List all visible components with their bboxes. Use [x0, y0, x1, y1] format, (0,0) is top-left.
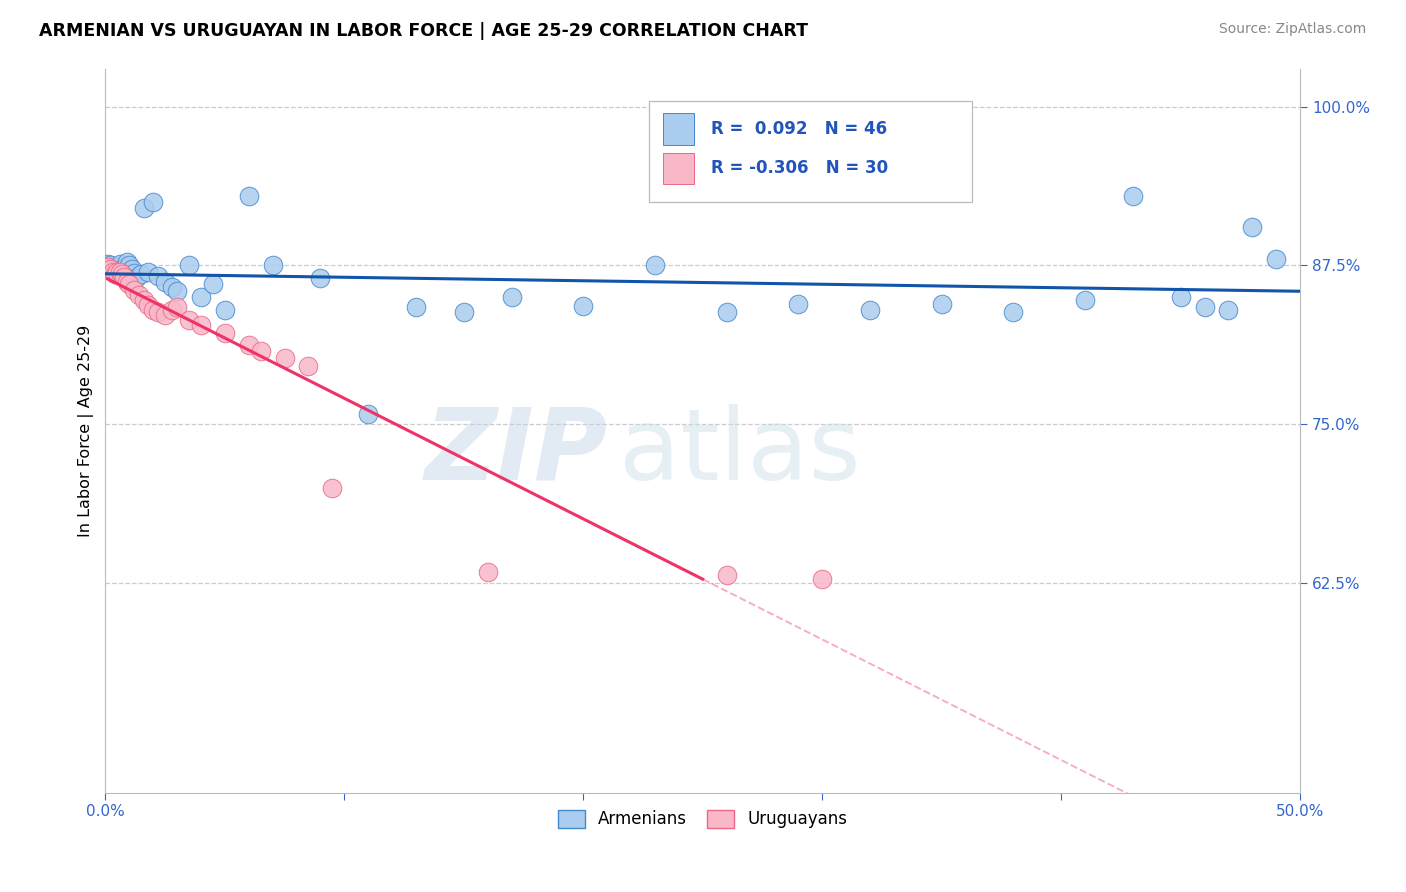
Point — [97, 260, 120, 274]
Point — [214, 302, 236, 317]
Point — [1241, 220, 1264, 235]
Point — [1122, 188, 1144, 202]
Point — [297, 359, 319, 373]
Point — [166, 301, 188, 315]
Point — [138, 265, 160, 279]
Point — [98, 259, 121, 273]
Point — [108, 257, 131, 271]
Point — [1002, 305, 1025, 319]
Point — [115, 275, 138, 289]
Point — [201, 277, 224, 292]
Bar — [664, 153, 695, 185]
Point — [190, 318, 212, 333]
Point — [125, 271, 148, 285]
Point — [644, 259, 666, 273]
Point — [104, 268, 127, 282]
Point — [115, 254, 138, 268]
Point — [128, 287, 150, 301]
Point — [238, 338, 260, 352]
Point — [477, 565, 499, 579]
Point — [357, 407, 380, 421]
Y-axis label: In Labor Force | Age 25-29: In Labor Force | Age 25-29 — [79, 325, 94, 537]
Point — [162, 280, 184, 294]
Point — [162, 302, 184, 317]
Point — [177, 259, 200, 273]
Point — [105, 260, 128, 274]
Point — [166, 284, 188, 298]
Point — [105, 265, 128, 279]
Point — [501, 290, 523, 304]
Point — [101, 265, 124, 279]
Point — [321, 481, 343, 495]
Point — [787, 296, 810, 310]
Point — [114, 265, 136, 279]
Point — [97, 257, 120, 271]
Point — [153, 308, 176, 322]
Text: R =  0.092   N = 46: R = 0.092 N = 46 — [711, 120, 887, 137]
Point — [146, 268, 169, 283]
Text: Source: ZipAtlas.com: Source: ZipAtlas.com — [1219, 22, 1367, 37]
Point — [931, 296, 953, 310]
Point — [118, 277, 141, 292]
Text: ARMENIAN VS URUGUAYAN IN LABOR FORCE | AGE 25-29 CORRELATION CHART: ARMENIAN VS URUGUAYAN IN LABOR FORCE | A… — [39, 22, 808, 40]
Point — [273, 351, 295, 366]
Point — [405, 301, 427, 315]
Point — [262, 259, 284, 273]
Point — [249, 343, 271, 358]
Point — [104, 262, 127, 277]
Point — [238, 188, 260, 202]
Point — [453, 305, 475, 319]
Point — [122, 266, 145, 280]
Point — [177, 313, 200, 327]
Point — [111, 268, 134, 282]
Point — [1265, 252, 1288, 266]
Point — [118, 259, 141, 273]
Point — [716, 305, 738, 319]
Point — [142, 194, 165, 209]
Point — [716, 568, 738, 582]
Point — [132, 201, 155, 215]
Point — [111, 262, 134, 277]
Point — [108, 265, 131, 279]
Point — [132, 293, 155, 307]
Point — [129, 268, 152, 282]
Point — [122, 283, 145, 297]
Point — [214, 326, 236, 340]
Point — [1218, 302, 1240, 317]
Bar — [664, 112, 695, 145]
Text: atlas: atlas — [619, 404, 860, 500]
Point — [153, 275, 176, 289]
Point — [121, 262, 143, 277]
Text: ZIP: ZIP — [425, 404, 607, 500]
Point — [572, 299, 595, 313]
Text: R = -0.306   N = 30: R = -0.306 N = 30 — [711, 160, 889, 178]
Point — [114, 269, 136, 284]
Point — [146, 305, 169, 319]
FancyBboxPatch shape — [650, 101, 972, 202]
Point — [859, 302, 882, 317]
Point — [1170, 290, 1192, 304]
Point — [101, 265, 124, 279]
Point — [138, 298, 160, 312]
Point — [142, 302, 165, 317]
Legend: Armenians, Uruguayans: Armenians, Uruguayans — [551, 803, 853, 835]
Point — [309, 271, 332, 285]
Point — [811, 572, 834, 586]
Point — [190, 290, 212, 304]
Point — [1074, 293, 1097, 307]
Point — [1194, 301, 1216, 315]
Point — [98, 262, 121, 277]
